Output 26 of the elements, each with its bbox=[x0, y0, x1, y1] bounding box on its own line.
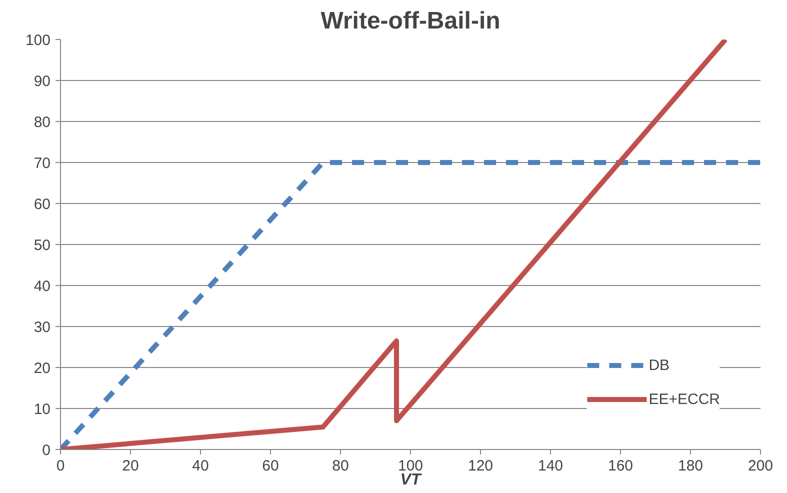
x-tick-label: 60 bbox=[262, 458, 279, 474]
y-tick-label: 20 bbox=[34, 360, 51, 377]
y-tick-label: 70 bbox=[34, 155, 51, 172]
x-tick-label: 180 bbox=[678, 458, 704, 474]
y-tick-label: 30 bbox=[34, 319, 51, 336]
x-tick-label: 140 bbox=[538, 458, 564, 474]
x-tick-label: 100 bbox=[398, 458, 424, 474]
x-tick-label: 160 bbox=[608, 458, 634, 474]
x-tick-label: 40 bbox=[192, 458, 209, 474]
y-tick-label: 100 bbox=[25, 32, 51, 49]
legend-label: EE+ECCR bbox=[648, 390, 720, 408]
chart-title: Write-off-Bail-in bbox=[320, 8, 500, 34]
y-tick-label: 50 bbox=[34, 237, 51, 254]
x-tick-label: 200 bbox=[748, 458, 774, 474]
y-tick-label: 90 bbox=[34, 73, 51, 90]
y-tick-label: 80 bbox=[34, 114, 51, 131]
x-axis-title: VT bbox=[400, 472, 422, 488]
y-tick-label: 10 bbox=[34, 401, 51, 418]
x-tick-label: 20 bbox=[122, 458, 139, 474]
x-tick-label: 0 bbox=[56, 458, 65, 474]
x-tick-label: 120 bbox=[468, 458, 494, 474]
legend-label: DB bbox=[648, 356, 670, 374]
y-tick-label: 0 bbox=[42, 442, 50, 459]
y-tick-label: 40 bbox=[34, 278, 51, 295]
x-tick-label: 80 bbox=[332, 458, 349, 474]
y-tick-label: 60 bbox=[34, 196, 51, 213]
